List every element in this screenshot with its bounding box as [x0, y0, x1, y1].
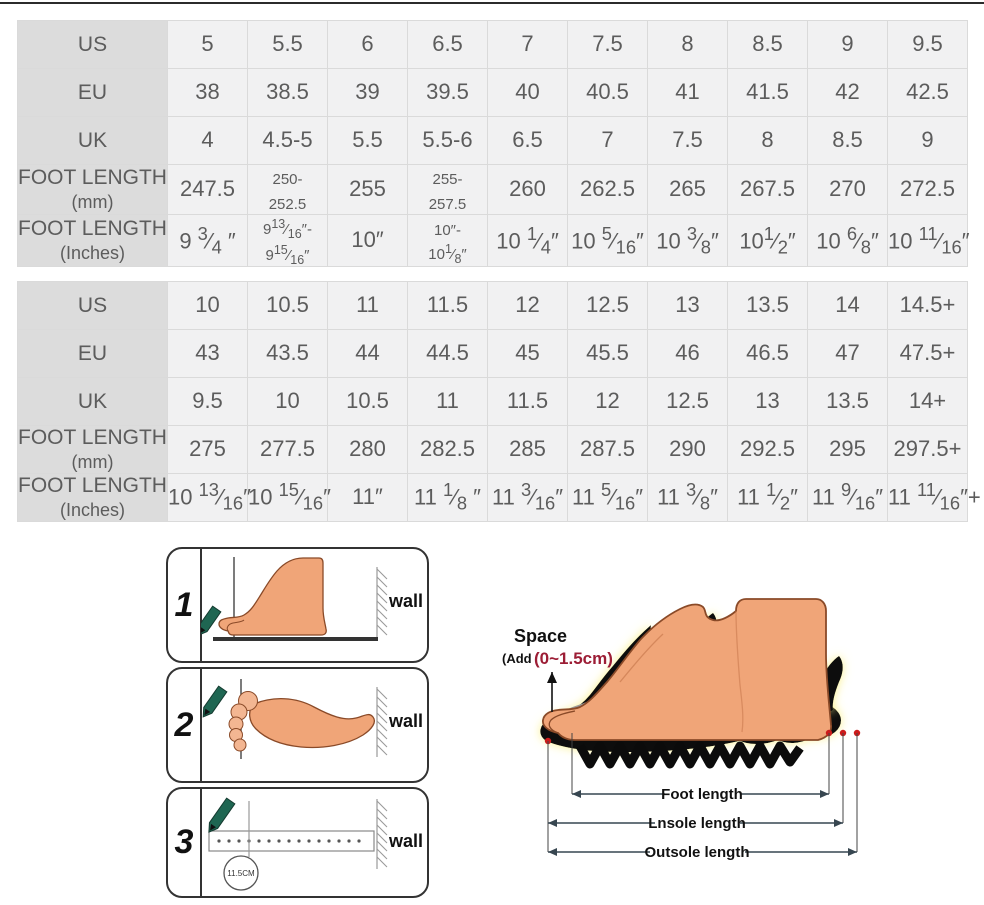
svg-text:11.5CM: 11.5CM [227, 869, 255, 878]
svg-text:(0~1.5cm): (0~1.5cm) [534, 649, 613, 668]
svg-text:Space: Space [514, 626, 567, 646]
svg-text:(Add: (Add [502, 651, 532, 666]
svg-text:Lnsole length: Lnsole length [648, 815, 746, 832]
svg-text:Foot length: Foot length [661, 786, 743, 803]
svg-text:wall: wall [388, 591, 423, 611]
svg-text:wall: wall [388, 831, 423, 851]
svg-text:Outsole length: Outsole length [645, 844, 750, 861]
svg-text:wall: wall [388, 711, 423, 731]
